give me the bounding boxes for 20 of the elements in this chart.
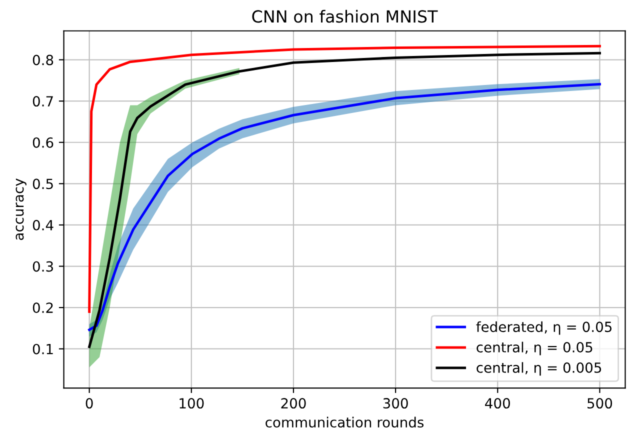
y-tick-label: 0.8 — [32, 54, 54, 66]
x-tick-label: 100 — [180, 398, 204, 409]
y-tick-label: 0.4 — [32, 220, 54, 230]
x-tick-label: 300 — [383, 398, 408, 409]
y-tick-label: 0.1 — [32, 344, 53, 354]
legend-label: federated, η = 0.05 — [476, 321, 612, 335]
chart-title: CNN on fashion MNIST — [252, 10, 438, 23]
y-tick-label: 0.5 — [32, 178, 53, 190]
x-tick-label: 0 — [86, 398, 93, 409]
legend-label: central, η = 0.005 — [476, 362, 602, 376]
y-axis-title: accuracy — [16, 178, 26, 240]
y-tick-label: 0.7 — [32, 96, 53, 107]
x-tick-label: 200 — [281, 398, 306, 409]
y-tick-label: 0.3 — [32, 261, 53, 272]
x-tick-label: 500 — [588, 398, 612, 409]
legend-label: central, η = 0.05 — [476, 342, 592, 356]
y-tick-label: 0.6 — [32, 137, 54, 148]
x-axis-title: communication rounds — [266, 416, 424, 428]
x-tick-label: 400 — [485, 398, 510, 409]
y-tick-label: 0.2 — [32, 302, 53, 314]
